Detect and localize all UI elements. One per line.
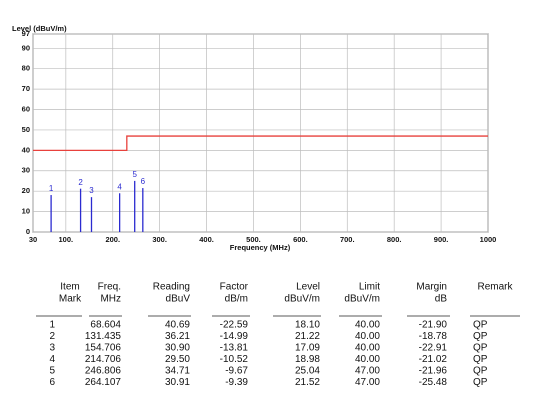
table-cell: 264.107 xyxy=(85,377,122,388)
x-tick-label: 900. xyxy=(434,235,449,244)
table-cell: 21.22 xyxy=(295,331,320,342)
table-cell: 5 xyxy=(49,366,55,377)
table-cell: 40.00 xyxy=(355,343,380,354)
table-cell: 131.435 xyxy=(85,331,122,342)
x-tick-label: 600. xyxy=(293,235,308,244)
column-header: Reading xyxy=(153,282,190,293)
table-cell: 1 xyxy=(49,320,55,331)
column-header: Item xyxy=(60,282,79,293)
table-cell: 214.706 xyxy=(85,354,122,365)
table-cell: 30.91 xyxy=(165,377,190,388)
x-tick-label: 30 xyxy=(29,235,37,244)
table-cell: 25.04 xyxy=(295,366,320,377)
table-cell: 68.604 xyxy=(90,320,121,331)
column-header: Remark xyxy=(477,282,513,293)
limit-line xyxy=(33,135,488,152)
table-cell: -21.90 xyxy=(419,320,448,331)
table-cell: QP xyxy=(473,366,488,377)
marker-label: 2 xyxy=(78,178,83,187)
y-tick-label: 20 xyxy=(22,186,30,195)
table-cell: 29.50 xyxy=(165,354,190,365)
table-cell: 2 xyxy=(49,331,55,342)
column-header: Margin xyxy=(416,282,447,293)
y-tick-label: 10 xyxy=(22,207,30,216)
table-cell: QP xyxy=(473,331,488,342)
x-tick-label: 300. xyxy=(152,235,167,244)
table-cell: 3 xyxy=(49,343,55,354)
column-header: Level xyxy=(296,282,320,293)
table-cell: -13.81 xyxy=(220,343,249,354)
table-cell: 47.00 xyxy=(355,377,380,388)
column-header: Limit xyxy=(359,282,380,293)
column-header: Mark xyxy=(59,294,82,305)
table-cell: 34.71 xyxy=(165,366,190,377)
x-tick-label: 700. xyxy=(340,235,355,244)
table-cell: 18.10 xyxy=(295,320,320,331)
table-cell: 40.00 xyxy=(355,320,380,331)
y-tick-label: 90 xyxy=(22,43,30,52)
column-header: dBuV xyxy=(166,294,191,305)
table-cell: 246.806 xyxy=(85,366,122,377)
table-cell: -18.78 xyxy=(419,331,448,342)
table-cell: -25.48 xyxy=(419,377,448,388)
y-tick-label: 50 xyxy=(22,125,30,134)
column-header: MHz xyxy=(100,294,121,305)
x-tick-label: 200. xyxy=(105,235,120,244)
table-cell: -10.52 xyxy=(220,354,249,365)
column-header: dBuV/m xyxy=(344,294,380,305)
table-cell: -9.67 xyxy=(225,366,248,377)
table-cell: 21.52 xyxy=(295,377,320,388)
y-tick-label: 70 xyxy=(22,84,30,93)
table-cell: 154.706 xyxy=(85,343,122,354)
table-cell: 40.69 xyxy=(165,320,190,331)
chart-title: Level (dBuV/m) xyxy=(12,24,67,33)
marker-label: 3 xyxy=(89,186,94,195)
table-cell: QP xyxy=(473,354,488,365)
column-header: dB/m xyxy=(225,294,248,305)
table-cell: 17.09 xyxy=(295,343,320,354)
marker-label: 6 xyxy=(141,177,146,186)
table-cell: 36.21 xyxy=(165,331,190,342)
column-header: Freq. xyxy=(98,282,121,293)
x-tick-label: 1000 xyxy=(480,235,497,244)
table-cell: 6 xyxy=(49,377,55,388)
table-cell: 18.98 xyxy=(295,354,320,365)
y-tick-label: 60 xyxy=(22,105,30,114)
plot-area xyxy=(32,33,489,233)
marker-label: 5 xyxy=(132,170,137,179)
table-cell: QP xyxy=(473,320,488,331)
table-cell: 47.00 xyxy=(355,366,380,377)
y-tick-label: 97 xyxy=(22,29,30,38)
table-cell: QP xyxy=(473,343,488,354)
column-header: dBuV/m xyxy=(284,294,320,305)
column-header: Factor xyxy=(220,282,249,293)
x-tick-label: 500. xyxy=(246,235,261,244)
table-cell: -22.59 xyxy=(220,320,249,331)
table-cell: 40.00 xyxy=(355,354,380,365)
table-cell: -21.02 xyxy=(419,354,448,365)
table-cell: QP xyxy=(473,377,488,388)
column-header: dB xyxy=(435,294,448,305)
x-tick-label: 400. xyxy=(199,235,214,244)
y-tick-label: 30 xyxy=(22,166,30,175)
table-cell: 4 xyxy=(49,354,55,365)
table-cell: -21.96 xyxy=(419,366,448,377)
y-tick-label: 0 xyxy=(26,227,30,236)
x-axis-label: Frequency (MHz) xyxy=(230,243,291,252)
table-cell: -22.91 xyxy=(419,343,448,354)
table-cell: 40.00 xyxy=(355,331,380,342)
marker-label: 4 xyxy=(117,182,122,191)
x-tick-label: 800. xyxy=(387,235,402,244)
y-tick-label: 40 xyxy=(22,145,30,154)
x-tick-label: 100. xyxy=(59,235,74,244)
y-tick-label: 80 xyxy=(22,64,30,73)
marker-label: 1 xyxy=(49,184,54,193)
table-cell: -9.39 xyxy=(225,377,248,388)
table-cell: 30.90 xyxy=(165,343,190,354)
table-cell: -14.99 xyxy=(220,331,249,342)
